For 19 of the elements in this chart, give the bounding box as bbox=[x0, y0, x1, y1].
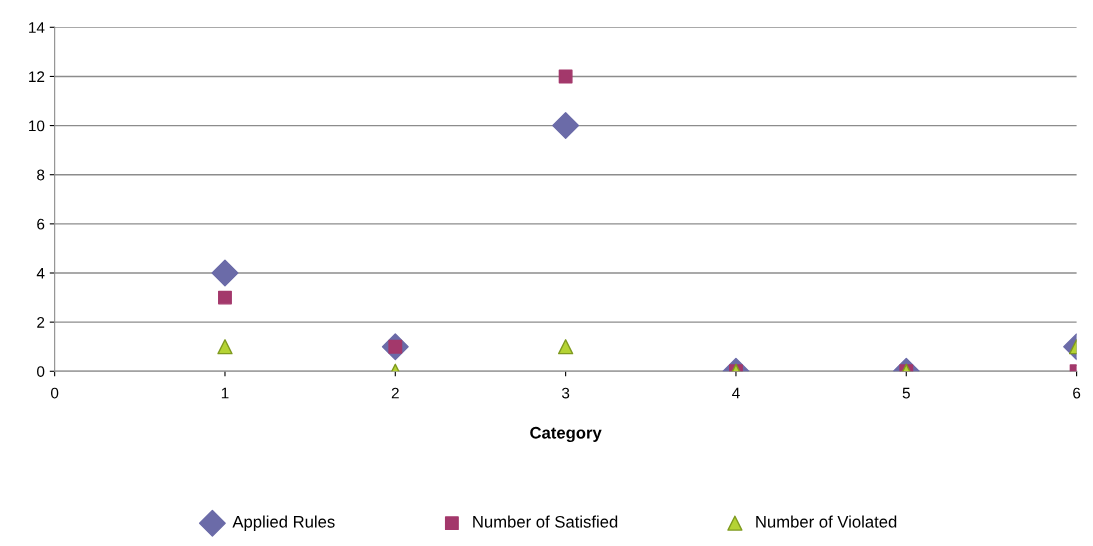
x-axis-title: Category bbox=[530, 426, 602, 443]
legend-label: Number of Violated bbox=[756, 515, 897, 528]
x-tick-label: 6 bbox=[1073, 387, 1081, 399]
y-tick-label: 10 bbox=[29, 120, 45, 132]
y-tick-label: 12 bbox=[29, 71, 45, 82]
x-tick-label: 2 bbox=[391, 387, 399, 399]
x-tick-label: 5 bbox=[902, 387, 910, 399]
legend-label: Number of Satisfied bbox=[473, 515, 618, 528]
y-tick-label: 0 bbox=[37, 366, 45, 377]
x-tick-label: 1 bbox=[221, 387, 229, 399]
y-tick-label: 4 bbox=[36, 268, 45, 279]
y-tick-label: 14 bbox=[29, 22, 45, 33]
legend-label: Applied Rules bbox=[232, 515, 335, 531]
y-tick-label: 8 bbox=[37, 169, 45, 181]
y-tick-label: 6 bbox=[37, 218, 45, 230]
x-tick-label: 0 bbox=[51, 387, 59, 399]
y-tick-label: 2 bbox=[37, 317, 45, 328]
x-tick-label: 4 bbox=[732, 387, 740, 399]
x-tick-label: 3 bbox=[561, 387, 570, 399]
